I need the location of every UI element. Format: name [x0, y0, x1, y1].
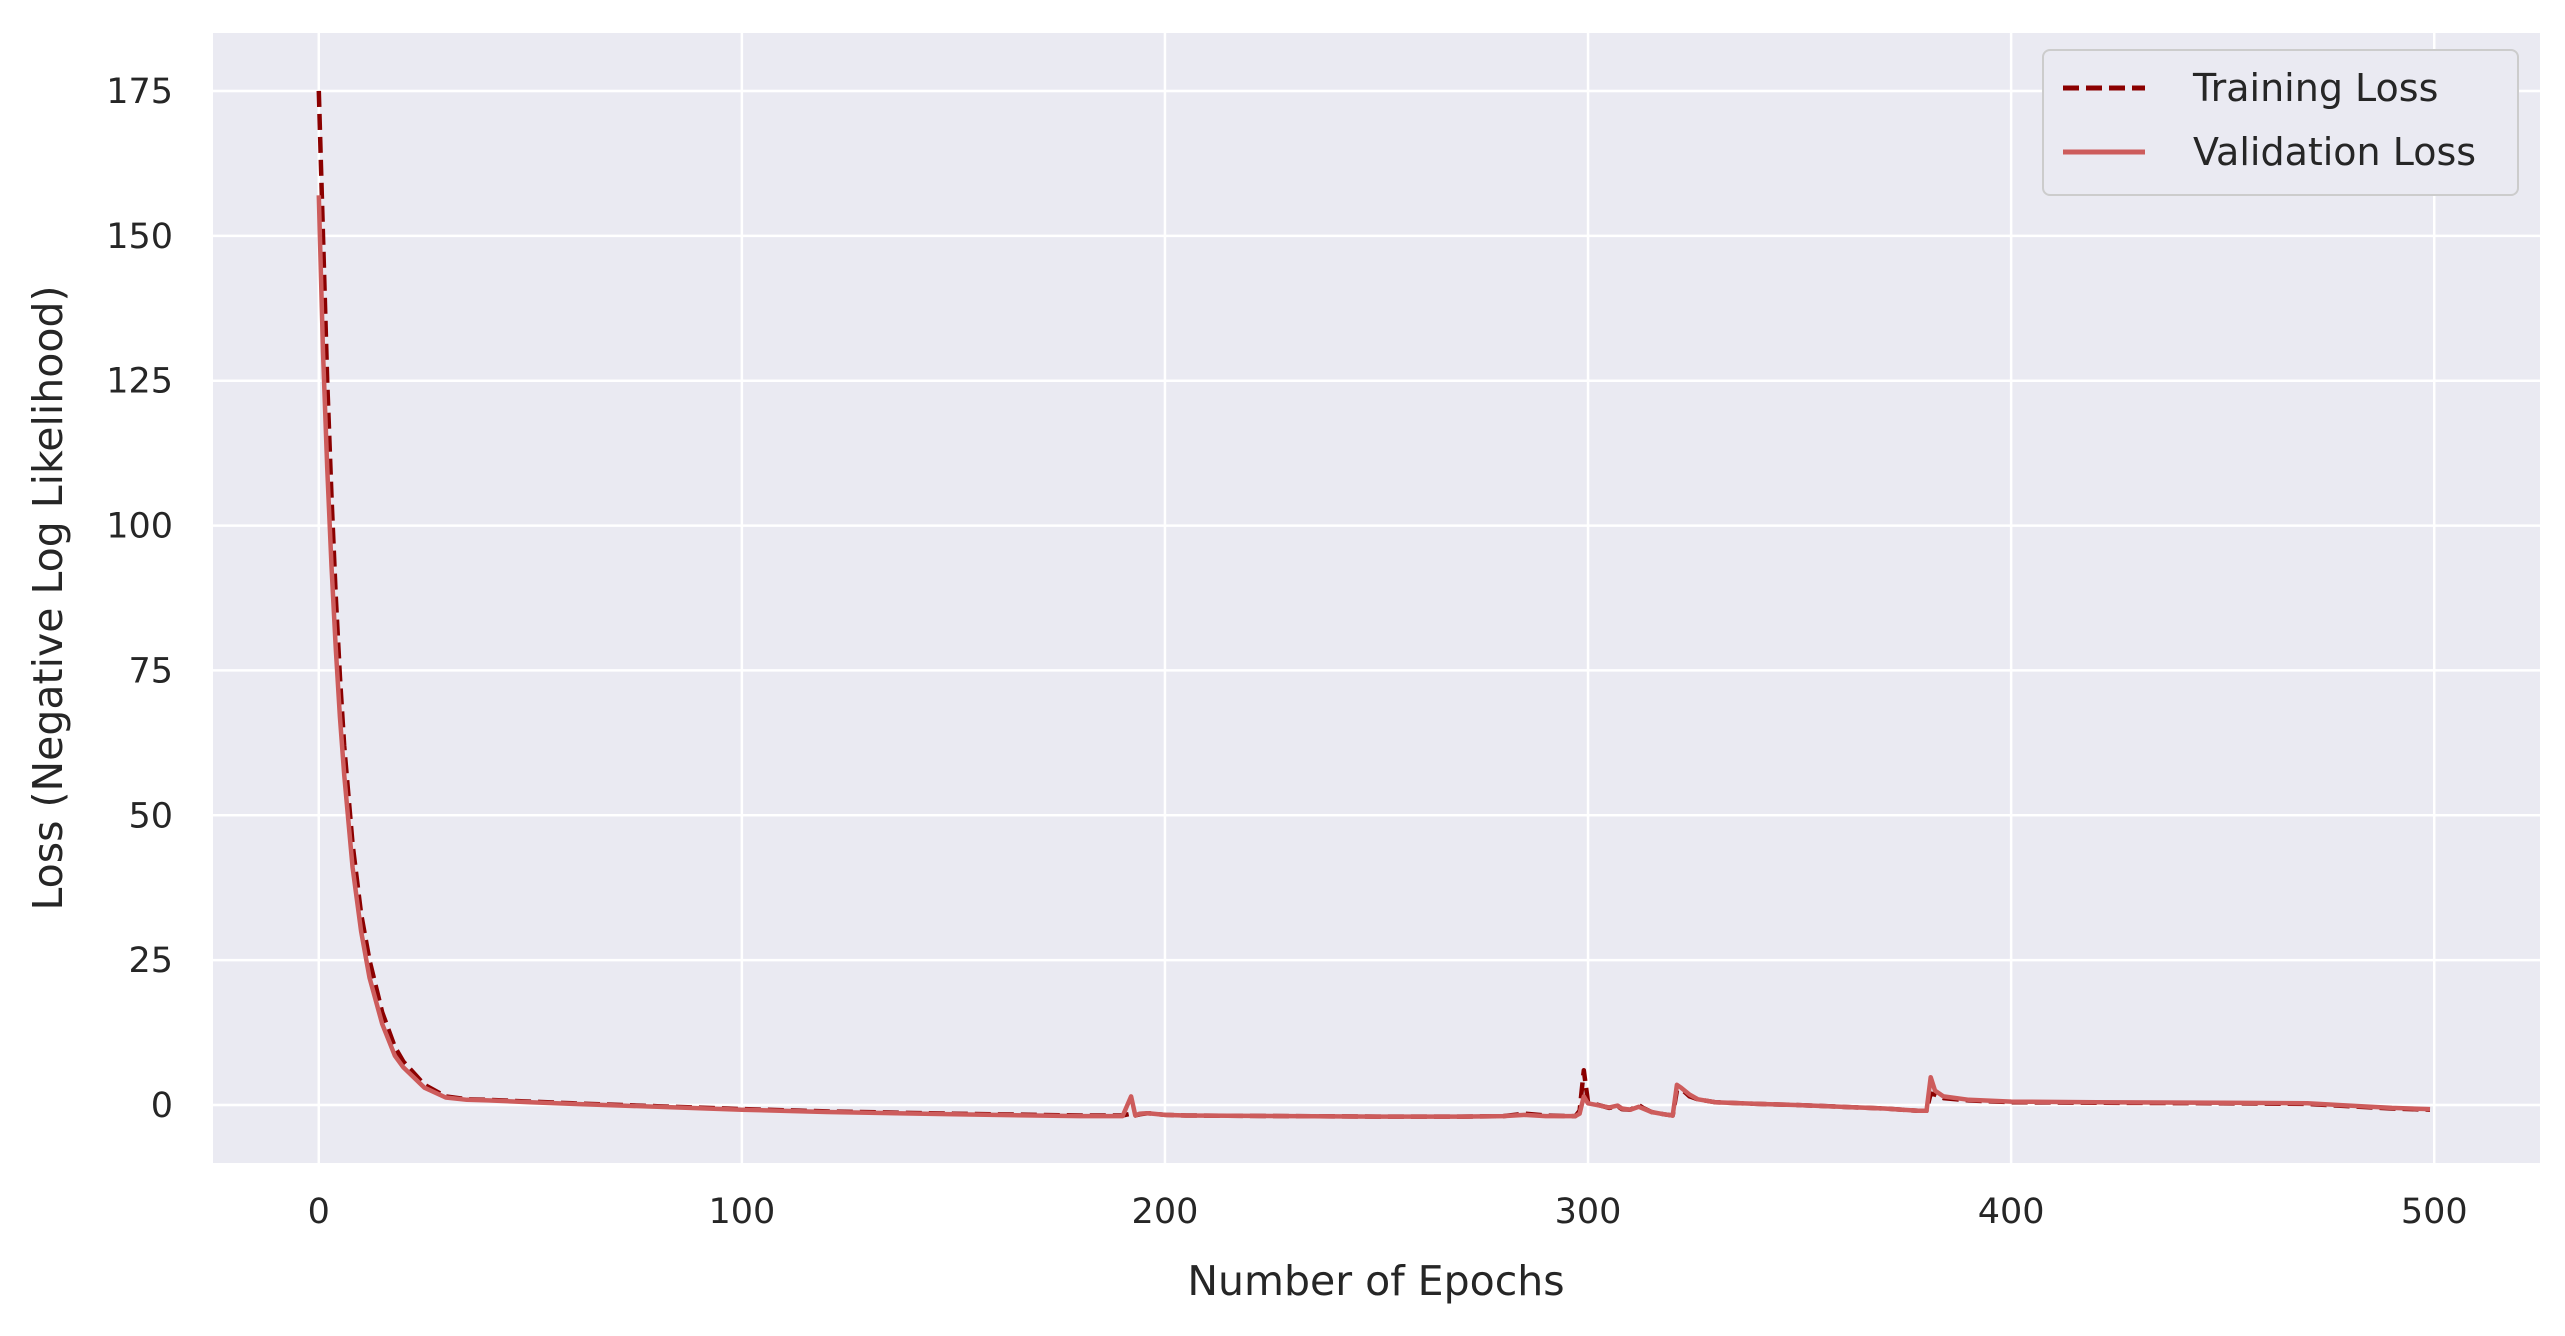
- x-tick-label: 100: [708, 1192, 775, 1232]
- y-tick-label: 175: [106, 72, 173, 112]
- legend-label-validation-loss: Validation Loss: [2193, 130, 2476, 174]
- x-tick-label: 400: [1978, 1192, 2045, 1232]
- y-tick-label: 100: [106, 507, 173, 547]
- series-line-validation-loss: [316, 195, 2431, 1119]
- x-tick-labels: 0 100 200 300 400 500: [308, 1192, 2468, 1232]
- y-tick-label: 75: [128, 651, 173, 691]
- y-tick-label: 50: [128, 796, 173, 836]
- y-axis-label: Loss (Negative Log Likelihood): [24, 286, 72, 911]
- x-tick-label: 300: [1555, 1192, 1622, 1232]
- x-tick-label: 0: [308, 1192, 330, 1232]
- legend-label-training-loss: Training Loss: [2192, 66, 2438, 110]
- y-tick-label: 150: [106, 217, 173, 257]
- legend: Training Loss Validation Loss: [2042, 49, 2519, 196]
- y-tick-labels: 0 25 50 75 100 125 150 175: [106, 72, 173, 1126]
- y-tick-label: 0: [151, 1086, 173, 1126]
- x-axis-label: Number of Epochs: [1187, 1257, 1564, 1305]
- legend-box: [2042, 49, 2519, 196]
- y-tick-label: 25: [128, 941, 173, 981]
- x-tick-label: 200: [1132, 1192, 1199, 1232]
- plot-background: [213, 33, 2540, 1163]
- x-gridlines: [317, 33, 2436, 1163]
- series-layer: [316, 90, 2431, 1119]
- y-tick-label: 125: [106, 362, 173, 402]
- x-tick-label: 500: [2401, 1192, 2468, 1232]
